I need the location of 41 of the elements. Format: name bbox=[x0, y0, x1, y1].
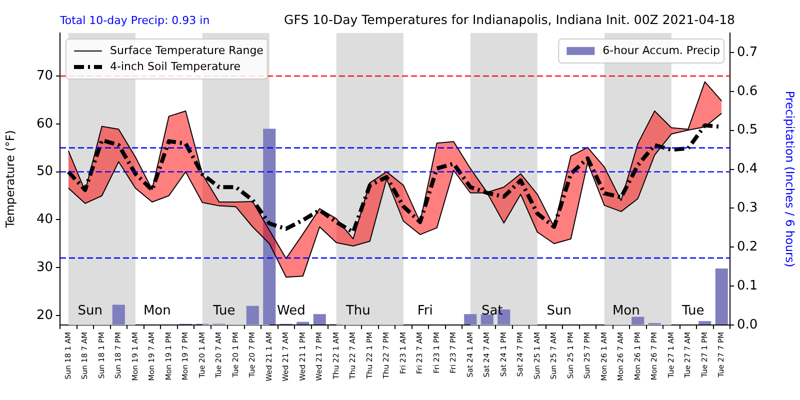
y2-tick-label: 0.6 bbox=[737, 84, 758, 99]
y-tick-label: 50 bbox=[36, 164, 53, 180]
y-tick-label: 70 bbox=[36, 68, 53, 84]
y2-tick-label: 0.0 bbox=[737, 317, 758, 332]
y-tick-label: 30 bbox=[36, 260, 53, 275]
bar bbox=[480, 314, 494, 324]
y2-tick-label: 0.4 bbox=[737, 162, 758, 177]
y-tick-label: 40 bbox=[36, 212, 53, 228]
y-tick-label: 60 bbox=[36, 116, 53, 132]
annotation: Sun bbox=[78, 303, 103, 318]
bar bbox=[313, 314, 326, 324]
bar bbox=[698, 321, 712, 324]
legend-label: 4-inch Soil Temperature bbox=[110, 60, 241, 73]
annotation: Sun bbox=[546, 303, 572, 318]
annotation: Thu bbox=[344, 303, 370, 318]
bar bbox=[112, 304, 125, 324]
bar bbox=[296, 322, 310, 324]
bar bbox=[263, 128, 276, 324]
legend-label: Surface Temperature Range bbox=[110, 44, 264, 57]
y2-tick-label: 0.7 bbox=[737, 44, 758, 60]
y2-axis-title: Precipitation (Inches / 6 hours) bbox=[783, 90, 798, 268]
bar bbox=[464, 314, 477, 324]
y-tick-label: 20 bbox=[36, 308, 53, 323]
annotation: Fri bbox=[417, 303, 433, 318]
y2-tick-label: 0.5 bbox=[737, 122, 758, 138]
annotation: Mon bbox=[612, 303, 640, 318]
annotation: Wed bbox=[276, 303, 306, 318]
bar bbox=[715, 268, 728, 324]
annotation: Mon bbox=[143, 303, 171, 318]
text: Total 10-day Precip: 0.93 in bbox=[60, 14, 210, 27]
legend-label: 6-hour Accum. Precip bbox=[602, 44, 720, 57]
chart-title: GFS 10-Day Temperatures for Indianapolis, Indiana Init. 00Z 2021-04-18 bbox=[284, 12, 735, 27]
y2-tick-label: 0.2 bbox=[737, 240, 758, 255]
annotation: Tue bbox=[212, 303, 236, 318]
y2-tick-label: 0.1 bbox=[737, 278, 758, 294]
bar bbox=[246, 306, 259, 324]
bar bbox=[632, 316, 644, 324]
y-axis-title: Temperature (°F) bbox=[2, 130, 17, 229]
annotation: Tue bbox=[681, 303, 704, 318]
y2-tick-label: 0.3 bbox=[737, 200, 758, 216]
annotation: Sat bbox=[481, 303, 503, 318]
